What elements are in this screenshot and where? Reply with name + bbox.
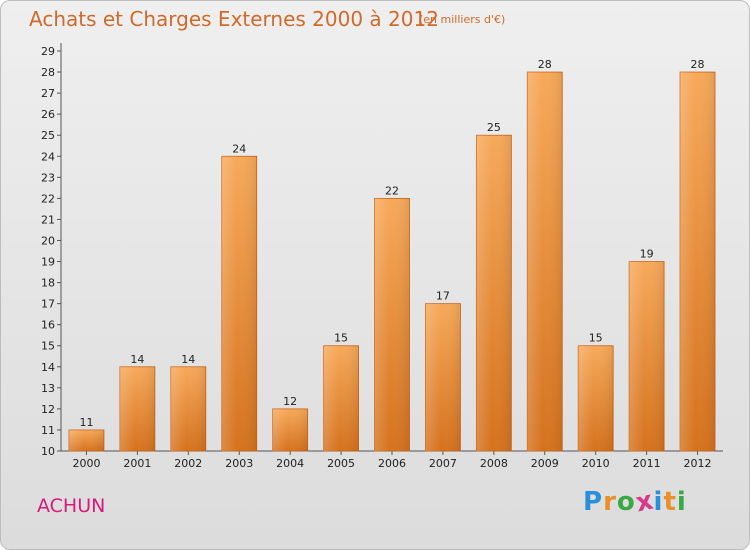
logo-letter: P — [583, 487, 604, 517]
x-tick-label: 2001 — [123, 457, 151, 470]
bar-value-label: 14 — [181, 353, 195, 366]
x-tick-label: 2003 — [225, 457, 253, 470]
bar-shine — [323, 345, 359, 451]
bar-shine — [119, 366, 155, 451]
bar-value-label: 24 — [232, 142, 246, 155]
x-tick-label: 2007 — [429, 457, 457, 470]
bar-shine — [374, 198, 410, 451]
logo-letter: i — [676, 487, 687, 517]
x-tick-label: 2012 — [684, 457, 712, 470]
bar-value-label: 19 — [640, 248, 654, 261]
x-tick-label: 2008 — [480, 457, 508, 470]
y-tick-label: 25 — [41, 129, 55, 142]
x-tick-label: 2000 — [72, 457, 100, 470]
y-tick-label: 24 — [41, 150, 55, 163]
chart-axes: 10 11 12 13 14 15 16 17 18 19 20 21 22 23 24 25 26 27 28 29… — [41, 43, 723, 470]
y-tick-label: 27 — [41, 87, 55, 100]
y-tick-label: 21 — [41, 213, 55, 226]
y-tick-label: 29 — [41, 45, 55, 58]
x-tick-label: 2006 — [378, 457, 406, 470]
chart-bars: 11 14 14 24 12 15 22 17 25 28 15 19 28 — [68, 58, 716, 452]
y-tick-label: 14 — [41, 361, 55, 374]
bar-value-label: 25 — [487, 121, 501, 134]
bar-value-label: 14 — [130, 353, 144, 366]
y-tick-label: 26 — [41, 108, 55, 121]
y-tick-label: 12 — [41, 403, 55, 416]
bar-shine — [272, 408, 308, 451]
x-tick-label: 2004 — [276, 457, 304, 470]
bar-value-label: 15 — [589, 332, 603, 345]
y-tick-label: 10 — [41, 445, 55, 458]
bar-shine — [680, 72, 716, 451]
x-tick-label: 2010 — [582, 457, 610, 470]
bar-value-label: 28 — [538, 58, 552, 71]
y-tick-label: 20 — [41, 234, 55, 247]
y-tick-label: 15 — [41, 340, 55, 353]
bar-value-label: 15 — [334, 332, 348, 345]
x-tick-label: 2011 — [633, 457, 661, 470]
commune-name: ACHUN — [37, 495, 106, 517]
bar-shine — [68, 429, 104, 451]
y-tick-label: 18 — [41, 277, 55, 290]
chart-title: Achats et Charges Externes 2000 à 2012 — [29, 7, 439, 31]
y-tick-label: 17 — [41, 298, 55, 311]
bar-shine — [221, 156, 257, 451]
bar-value-label: 22 — [385, 184, 399, 197]
bar-value-label: 17 — [436, 290, 450, 303]
proxiti-logo: Proxiti — [583, 485, 687, 518]
logo-letter: r — [603, 487, 617, 517]
x-tick-label: 2002 — [174, 457, 202, 470]
logo-letter: o — [616, 487, 636, 517]
bar-shine — [527, 72, 563, 451]
y-tick-label: 13 — [41, 382, 55, 395]
y-tick-label: 23 — [41, 171, 55, 184]
bar-shine — [425, 303, 461, 451]
y-tick-label: 19 — [41, 256, 55, 269]
y-tick-label: 28 — [41, 66, 55, 79]
bar-shine — [629, 261, 665, 451]
y-tick-label: 22 — [41, 192, 55, 205]
logo-letter: i — [653, 487, 664, 517]
chart-subtitle: (en milliers d'€) — [419, 13, 506, 26]
logo-letter: t — [663, 487, 677, 517]
y-tick-label: 16 — [41, 319, 55, 332]
bar-shine — [578, 345, 614, 451]
bar-value-label: 12 — [283, 395, 297, 408]
bar-shine — [170, 366, 206, 451]
y-tick-label: 11 — [41, 424, 55, 437]
x-tick-label: 2005 — [327, 457, 355, 470]
bar-value-label: 11 — [79, 416, 93, 429]
x-tick-label: 2009 — [531, 457, 559, 470]
bar-value-label: 28 — [691, 58, 705, 71]
bar-shine — [476, 135, 512, 452]
